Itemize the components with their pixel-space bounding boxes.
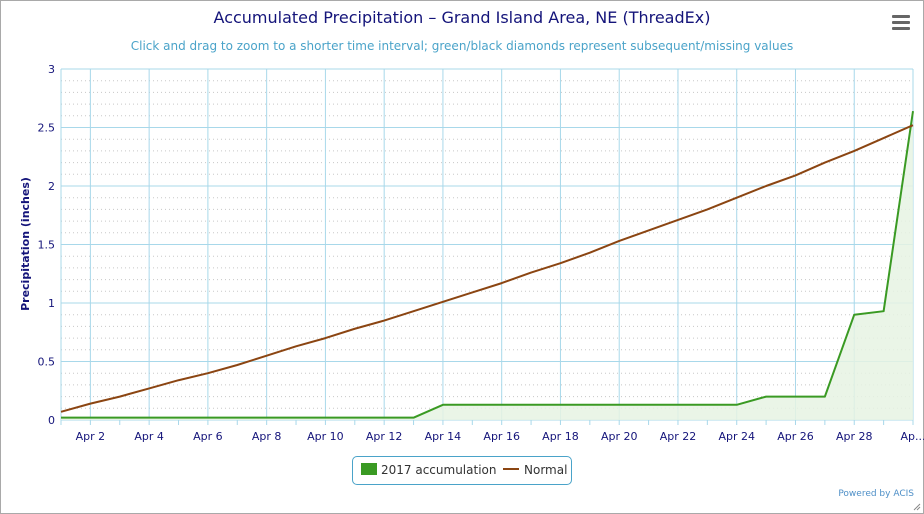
legend-label-accumulation: 2017 accumulation	[381, 463, 497, 477]
axes	[60, 69, 914, 425]
x-tick-label: Apr 4	[134, 430, 164, 443]
powered-by-credit[interactable]: Powered by ACIS	[838, 489, 914, 499]
legend-item-normal[interactable]: Normal	[503, 463, 567, 477]
y-axis-label: Precipitation (inches)	[19, 177, 32, 311]
y-tick-label: 2	[48, 180, 55, 193]
hamburger-menu-icon[interactable]	[892, 15, 910, 30]
x-tick-label: Apr 28	[836, 430, 873, 443]
x-tick-label: Apr 26	[777, 430, 814, 443]
x-tick-label: Apr 14	[425, 430, 462, 443]
legend-swatch-accumulation	[361, 463, 377, 475]
x-tick-label: Apr 2	[76, 430, 106, 443]
legend-item-accumulation[interactable]: 2017 accumulation	[361, 463, 496, 477]
y-tick-label: 0	[48, 414, 55, 427]
menu-bar-line	[892, 27, 910, 30]
resize-grip-icon[interactable]	[913, 503, 921, 511]
menu-bar-line	[892, 21, 910, 24]
x-tick-label: Apr 20	[601, 430, 638, 443]
chart-legend: 2017 accumulation Normal	[352, 456, 572, 485]
y-tick-label: 1	[48, 297, 55, 310]
major-gridlines	[61, 68, 914, 421]
chart-subtitle: Click and drag to zoom to a shorter time…	[130, 39, 794, 53]
series-layer	[60, 110, 914, 421]
normal-line	[60, 124, 914, 413]
y-tick-label: 2.5	[38, 122, 56, 135]
x-tick-label: Apr 18	[542, 430, 579, 443]
x-tick-label: Apr 24	[718, 430, 755, 443]
x-tick-label: Ap...	[901, 430, 924, 443]
x-tick-label: Apr 8	[252, 430, 282, 443]
x-tick-label: Apr 6	[193, 430, 223, 443]
accumulation-line	[61, 110, 914, 419]
legend-label-normal: Normal	[524, 463, 568, 477]
y-tick-label: 3	[48, 63, 55, 76]
x-tick-label: Apr 16	[483, 430, 520, 443]
chart-title: Accumulated Precipitation – Grand Island…	[213, 8, 711, 27]
tick-labels: 0 0.5 1 1.5 2 2.5 3 Apr 2 Apr 4 Apr 6 Apr 8 Apr 10 A…	[38, 63, 924, 443]
y-tick-label: 0.5	[38, 356, 56, 369]
legend-swatch-normal	[503, 468, 519, 470]
menu-bar-line	[892, 15, 910, 18]
y-tick-label: 1.5	[38, 239, 56, 252]
x-tick-label: Apr 12	[366, 430, 403, 443]
x-tick-label: Apr 22	[660, 430, 697, 443]
x-tick-label: Apr 10	[307, 430, 344, 443]
